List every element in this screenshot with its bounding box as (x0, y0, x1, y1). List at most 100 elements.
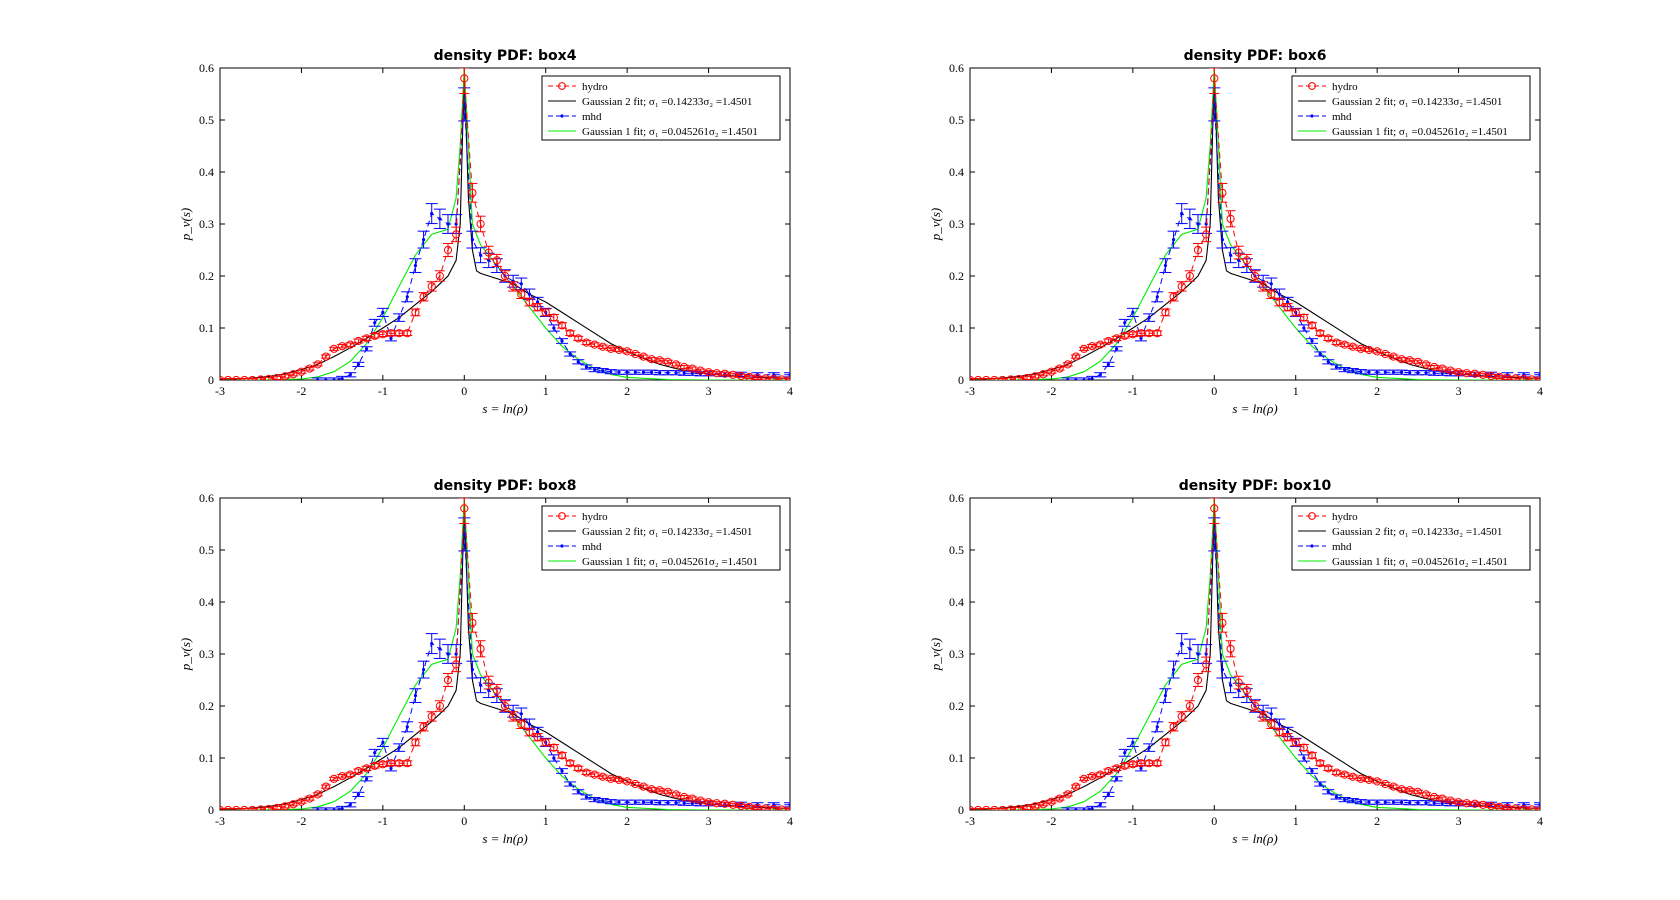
hydro-point (533, 733, 542, 742)
hydro-point (1202, 230, 1211, 239)
mhd-point (1131, 310, 1135, 314)
legend-label: Gaussian 1 fit; σ₁ =0.045261σ₂ =1.4501 (1332, 126, 1508, 138)
mhd-point (1432, 801, 1436, 805)
hydro-point (321, 782, 330, 791)
hydro-point (1169, 722, 1178, 731)
hydro-point (240, 375, 249, 380)
hydro-point (1226, 644, 1235, 653)
y-tick-label: 0 (208, 373, 214, 387)
mhd-point (1212, 532, 1216, 536)
hydro-point (1275, 297, 1284, 307)
hydro-point (248, 375, 257, 380)
mhd-point (324, 808, 328, 810)
hydro-point (671, 790, 681, 799)
hydro-point (1527, 805, 1536, 810)
hydro-point (1324, 334, 1333, 343)
hydro-point (386, 329, 396, 338)
hydro-point (631, 779, 640, 789)
hydro-point (1120, 331, 1129, 340)
mhd-point (1098, 373, 1102, 377)
hydro-point (256, 805, 265, 810)
hydro-point (737, 371, 746, 380)
hydro-point (1014, 374, 1023, 380)
hydro-point (737, 801, 746, 810)
mhd-point (1367, 370, 1371, 374)
hydro-point (509, 712, 518, 721)
hydro-point (264, 804, 273, 810)
hydro-point (484, 248, 493, 257)
mhd-point (1074, 378, 1078, 380)
mhd-point (1139, 766, 1143, 770)
hydro-point (525, 297, 534, 307)
mhd-point (340, 376, 344, 380)
mhd-point (519, 282, 523, 286)
mhd-point (527, 722, 532, 726)
x-tick-label: 4 (787, 384, 793, 398)
hydro-point (1006, 805, 1015, 810)
legend: hydro Gaussian 2 fit; σ₁ =0.14233σ₂ =1.45… (1291, 75, 1531, 141)
hydro-point (970, 375, 975, 380)
mhd-point (470, 668, 475, 672)
mhd-point (1123, 751, 1127, 755)
hydro-point (1307, 321, 1317, 330)
hydro-point (240, 805, 249, 810)
x-tick-label: 0 (1211, 384, 1217, 398)
mhd-point (568, 352, 572, 356)
mhd-point (454, 652, 458, 656)
y-tick-label: 0.4 (949, 165, 964, 179)
hydro-point (1478, 370, 1488, 379)
mhd-point (584, 365, 589, 369)
y-tick-label: 0.1 (199, 751, 214, 765)
hydro-point (566, 759, 575, 768)
hydro-point (1413, 357, 1422, 366)
mhd-point (1351, 799, 1355, 803)
hydro-point (1527, 375, 1536, 380)
mhd-point (609, 370, 613, 374)
hydro-point (549, 313, 558, 322)
hydro-point (1055, 794, 1064, 803)
hydro-point (492, 686, 501, 695)
chart-panel-1: density PDF: box4 -3 -2 -1 0 1 2 3 4 0 0.1 0.2 0.3 0.… (0, 0, 840, 435)
hydro-point (1511, 374, 1520, 380)
mhd-point (1391, 800, 1396, 804)
mhd-point (674, 371, 678, 375)
hydro-point (313, 790, 322, 799)
legend-label: Gaussian 2 fit; σ₁ =0.14233σ₂ =1.4501 (582, 526, 752, 538)
hydro-point (1389, 352, 1398, 361)
mhd-point (405, 725, 409, 729)
mhd-point (413, 694, 418, 698)
hydro-point (403, 759, 412, 768)
mhd-point (348, 373, 352, 377)
mhd-point (1196, 222, 1200, 226)
mhd-point (1098, 803, 1102, 807)
mhd-point (1237, 258, 1241, 262)
hydro-point (688, 794, 697, 803)
legend-marker (558, 82, 566, 90)
mhd-point (1383, 800, 1387, 804)
legend-marker (1308, 82, 1316, 90)
mhd-point (527, 292, 532, 296)
mhd-point (1171, 668, 1176, 672)
mhd-point (1310, 339, 1314, 343)
x-tick-label: 2 (624, 814, 630, 828)
mhd-point (1416, 371, 1420, 375)
x-tick-label: -2 (1046, 814, 1056, 828)
hydro-point (297, 367, 306, 376)
mhd-point (1171, 238, 1176, 242)
mhd-point (1180, 642, 1184, 646)
mhd-point (682, 801, 686, 805)
hydro-point (1267, 720, 1276, 729)
hydro-point (1503, 803, 1512, 810)
mhd-point (1074, 808, 1078, 810)
mhd-point (316, 378, 320, 380)
hydro-point (370, 761, 379, 770)
hydro-point (1104, 766, 1113, 776)
hydro-point (785, 375, 790, 380)
mhd-point (1123, 321, 1127, 325)
hydro-point (1454, 368, 1463, 377)
hydro-point (1487, 371, 1496, 380)
hydro-point (452, 230, 461, 239)
y-tick-label: 0.4 (199, 165, 214, 179)
hydro-point (1324, 764, 1333, 773)
mhd-point (487, 258, 491, 262)
